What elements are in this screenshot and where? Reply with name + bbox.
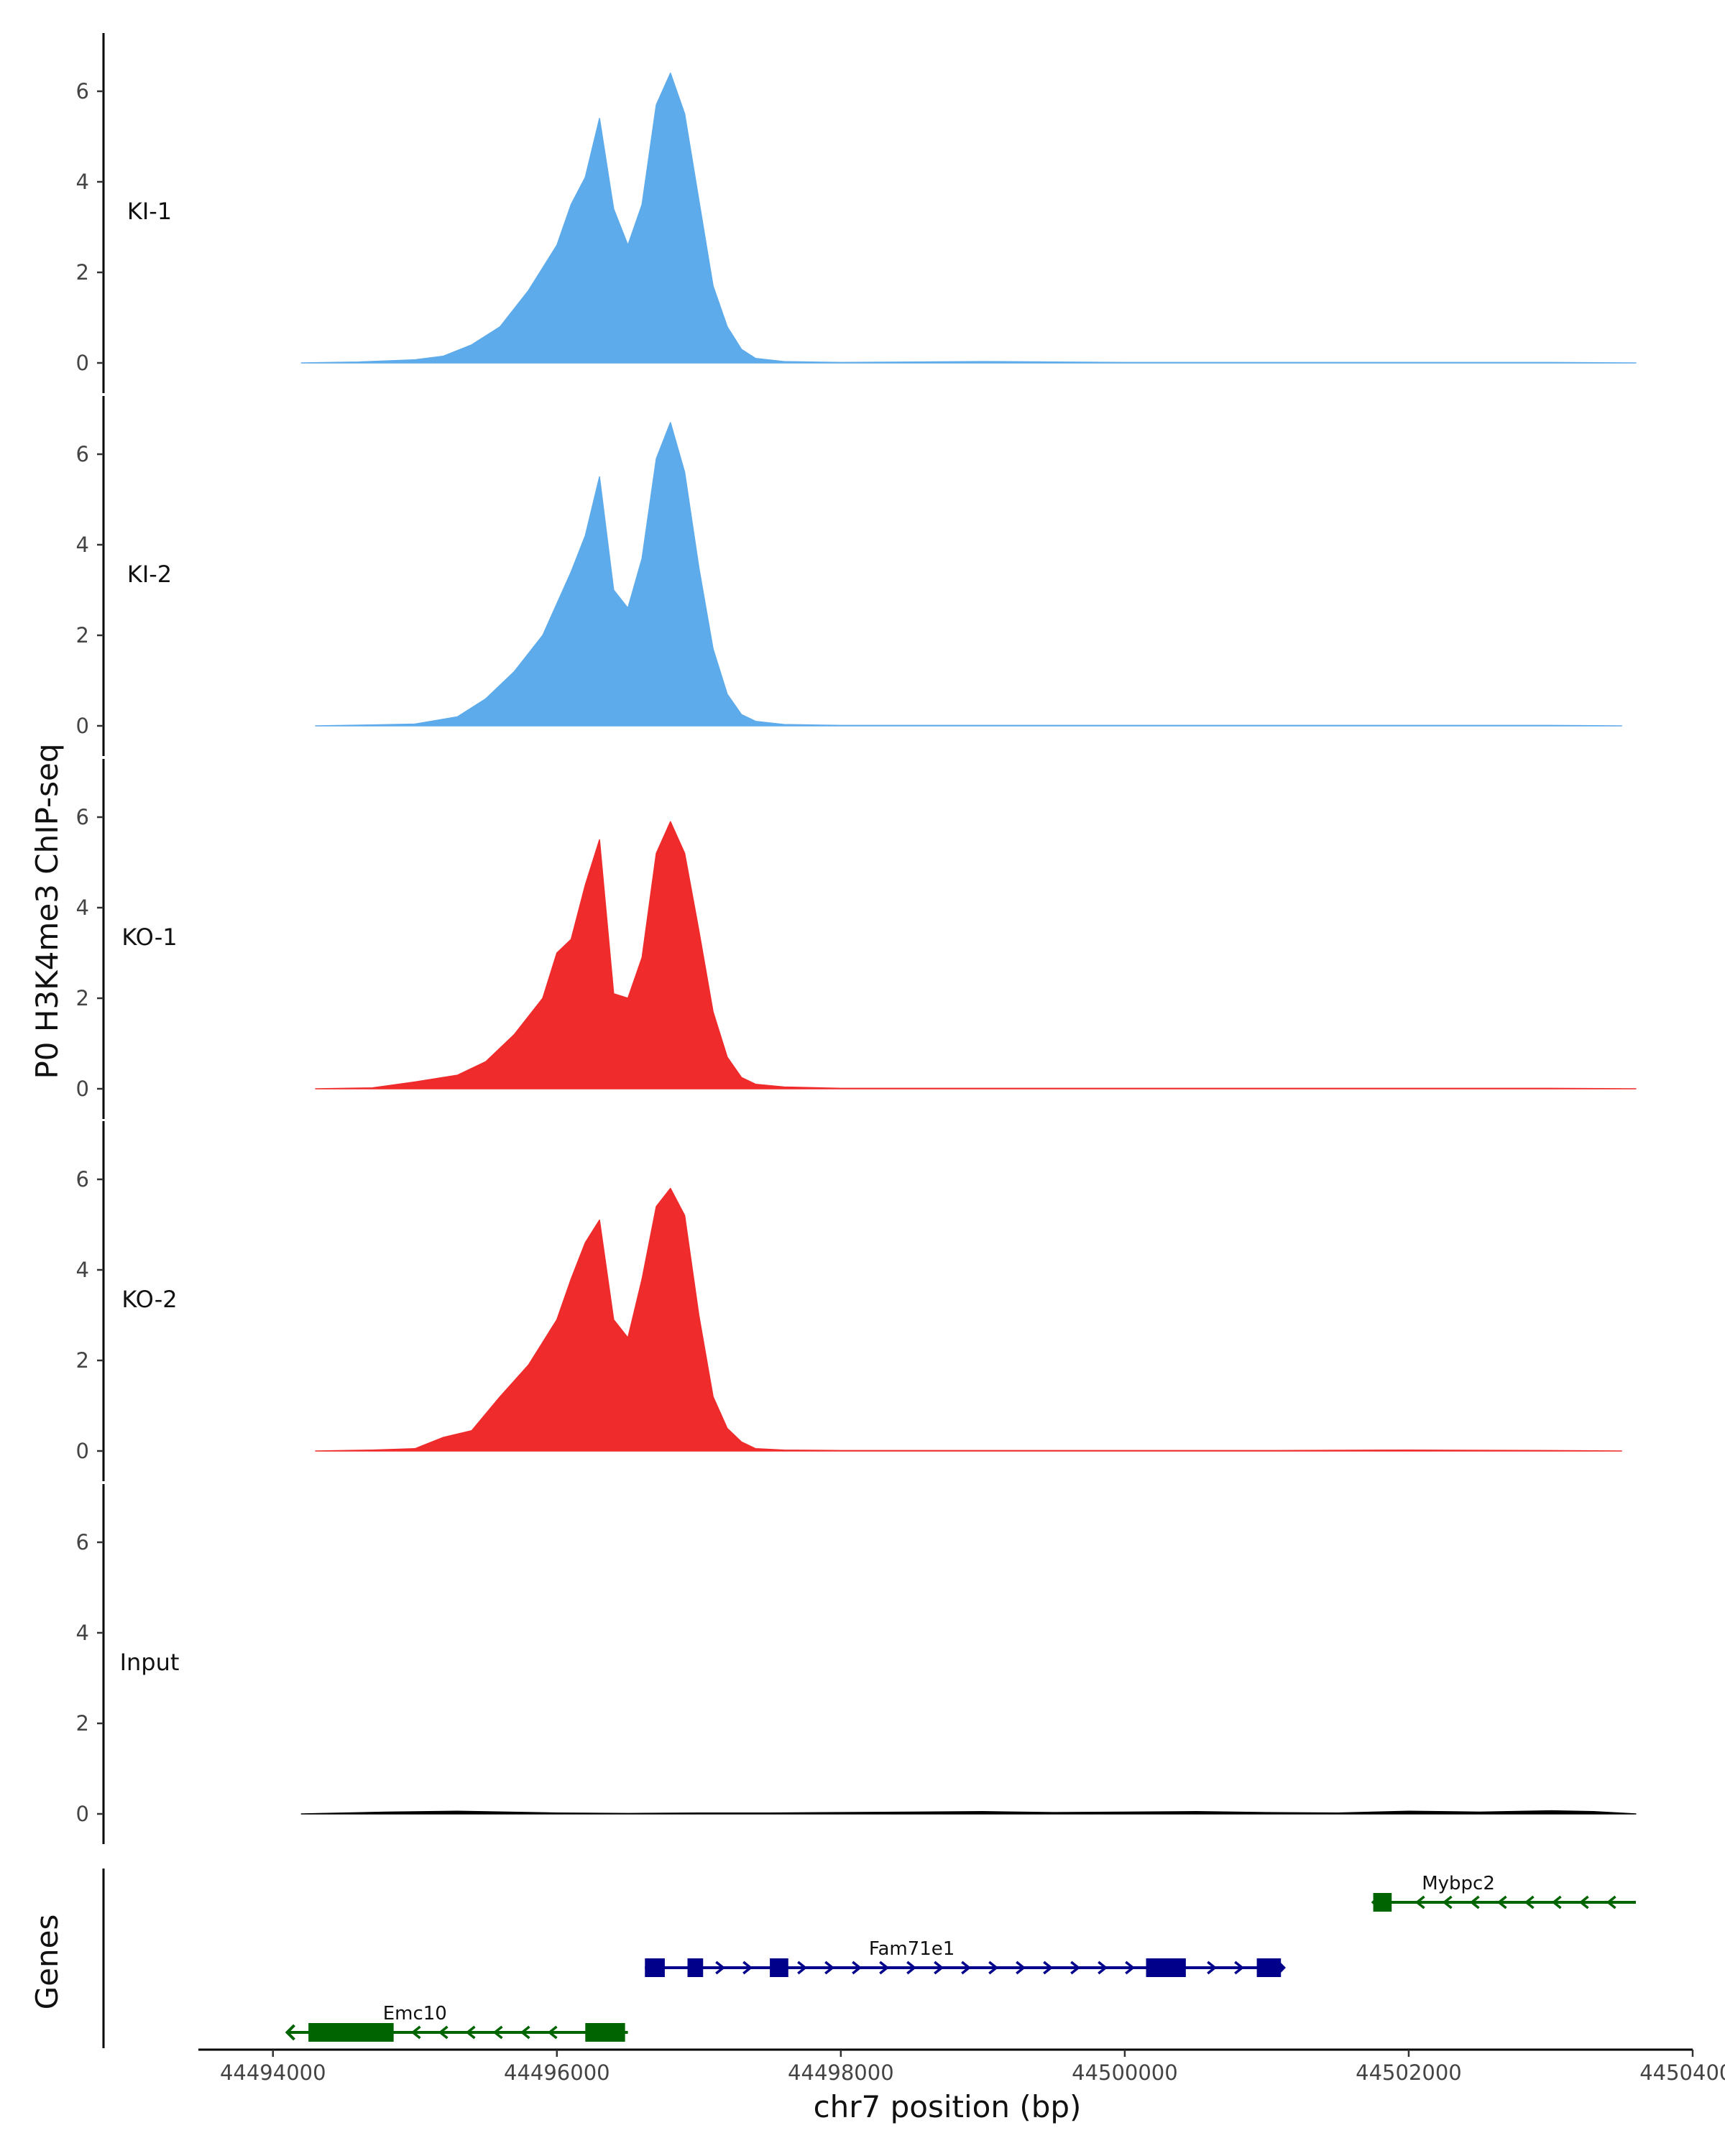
gene-fam71e1-exon — [1256, 1958, 1282, 1977]
x-tick-label: 44496000 — [504, 2060, 610, 2085]
x-tick-label: 44504000 — [1639, 2060, 1725, 2085]
track-label-ko-2: KO-2 — [121, 1286, 177, 1313]
track-ki-2-y-tick-label: 2 — [76, 623, 89, 648]
track-ki-1-y-tick-label: 2 — [76, 260, 89, 285]
track-ko-2-y-tick-label: 2 — [76, 1348, 89, 1373]
track-ki-1-y-tick-label: 0 — [76, 351, 89, 375]
track-ko-2-y-tick-label: 0 — [76, 1439, 89, 1463]
gene-fam71e1-strand-arrow — [1207, 1961, 1218, 1975]
x-axis: 44494000 44496000 44498000 44500000 44502000… — [198, 2048, 1725, 2085]
track-ki-2-y-tick-label: 4 — [76, 533, 89, 557]
track-ki-2-y-tick-label: 0 — [76, 714, 89, 738]
gene-emc10: Emc10 — [285, 2003, 628, 2042]
gene-mybpc2-strand-arrow — [1606, 1895, 1616, 1909]
x-tick-label: 44500000 — [1072, 2060, 1178, 2085]
track-ko-2-y-tick-label: 4 — [76, 1258, 89, 1282]
gene-emc10-strand-arrow — [438, 2025, 448, 2040]
x-tick-label: 44502000 — [1356, 2060, 1462, 2085]
track-ko-1-signal-area — [315, 821, 1637, 1089]
track-ki-1-signal-area — [300, 73, 1637, 364]
x-axis-title: chr7 position (bp) — [814, 2089, 1082, 2124]
track-label-ko-1: KO-1 — [121, 923, 177, 951]
gene-annotation-panel: Mybpc2 Fam71e1 Emc10 — [102, 1869, 1636, 2048]
gene-mybpc2-strand-arrow — [1496, 1895, 1507, 1909]
track-ki-2: 0 2 4 6 KI-2 — [76, 396, 1622, 756]
track-ko-2: 0 2 4 6 KO-2 — [76, 1121, 1622, 1481]
track-ki-1-y-tick-label: 4 — [76, 170, 89, 194]
track-label-input: Input — [120, 1649, 180, 1676]
gene-fam71e1: Fam71e1 — [645, 1938, 1286, 1977]
gene-fam71e1-strand-arrow — [1125, 1961, 1136, 1975]
gene-fam71e1-strand-arrow — [1070, 1961, 1081, 1975]
track-ki-1-y-tick-label: 6 — [76, 79, 89, 103]
gene-emc10-exon — [585, 2023, 625, 2042]
y-axis-title: P0 H3K4me3 ChIP-seq — [29, 743, 65, 1079]
gene-fam71e1-strand-arrow — [797, 1961, 808, 1975]
gene-fam71e1-exon — [770, 1958, 788, 1977]
gene-fam71e1-strand-arrow — [1016, 1961, 1026, 1975]
gene-emc10-strand-arrow — [547, 2025, 558, 2040]
track-ko-1-y-tick-label: 0 — [76, 1077, 89, 1101]
gene-fam71e1-strand-arrow — [934, 1961, 944, 1975]
gene-mybpc2-exon — [1373, 1893, 1392, 1912]
gene-mybpc2-strand-arrow — [1414, 1895, 1425, 1909]
gene-mybpc2-strand-arrow — [1524, 1895, 1535, 1909]
track-ko-2-y-tick-label: 6 — [76, 1167, 89, 1192]
track-ki-2-signal-area — [315, 422, 1622, 727]
track-ki-1: 0 2 4 6 KI-1 — [76, 33, 1637, 393]
gene-emc10-strand-arrow — [492, 2025, 503, 2040]
track-ko-1-y-tick-label: 6 — [76, 805, 89, 829]
gene-fam71e1-strand-arrow — [879, 1961, 890, 1975]
gene-fam71e1-strand-arrow — [824, 1961, 835, 1975]
gene-fam71e1-exon — [687, 1958, 704, 1977]
gene-mybpc2: Mybpc2 — [1371, 1873, 1636, 1912]
gene-fam71e1-strand-arrow — [988, 1961, 999, 1975]
genes-axis-title: Genes — [29, 1915, 65, 2010]
gene-label-fam71e1: Fam71e1 — [869, 1938, 954, 1960]
gene-fam71e1-strand-arrow — [742, 1961, 753, 1975]
gene-label-mybpc2: Mybpc2 — [1422, 1873, 1495, 1894]
track-input-y-tick-label: 2 — [76, 1711, 89, 1736]
track-input-y-tick-label: 6 — [76, 1530, 89, 1554]
track-ki-2-y-tick-label: 6 — [76, 442, 89, 466]
gene-fam71e1-strand-arrow — [852, 1961, 862, 1975]
gene-fam71e1-exon — [1146, 1958, 1186, 1977]
track-ko-1-y-tick-label: 2 — [76, 986, 89, 1010]
track-input: 0 2 4 6 Input — [76, 1484, 1637, 1844]
x-tick-label: 44494000 — [220, 2060, 326, 2085]
gene-fam71e1-strand-arrow — [715, 1961, 726, 1975]
gene-emc10-end-arrow — [285, 2024, 295, 2041]
gene-fam71e1-strand-arrow — [1098, 1961, 1108, 1975]
gene-mybpc2-strand-arrow — [1551, 1895, 1562, 1909]
gene-emc10-strand-arrow — [520, 2025, 530, 2040]
signal-tracks: 0 2 4 6 KI-1 0 2 4 6 KI-2 0 2 4 6 KO-1 0 2 4 6 KO-2 0 2 4 6 Inpu… — [76, 33, 1637, 1844]
gene-emc10-exon — [308, 2023, 394, 2042]
gene-fam71e1-strand-arrow — [1234, 1961, 1245, 1975]
gene-mybpc2-strand-arrow — [1578, 1895, 1589, 1909]
gene-emc10-strand-arrow — [465, 2025, 476, 2040]
gene-mybpc2-strand-arrow — [1469, 1895, 1480, 1909]
gene-mybpc2-strand-arrow — [1442, 1895, 1453, 1909]
gene-fam71e1-exon — [645, 1958, 665, 1977]
track-label-ki-2: KI-2 — [127, 561, 172, 588]
track-ko-1-y-tick-label: 4 — [76, 895, 89, 920]
track-ko-1: 0 2 4 6 KO-1 — [76, 759, 1637, 1119]
track-label-ki-1: KI-1 — [127, 198, 172, 225]
gene-fam71e1-strand-arrow — [906, 1961, 917, 1975]
gene-label-emc10: Emc10 — [383, 2003, 447, 2024]
track-input-signal-area — [300, 1810, 1637, 1815]
track-input-y-tick-label: 0 — [76, 1802, 89, 1826]
gene-fam71e1-strand-arrow — [1043, 1961, 1054, 1975]
x-tick-label: 44498000 — [788, 2060, 894, 2085]
track-ko-2-signal-area — [315, 1187, 1622, 1452]
gene-emc10-strand-arrow — [410, 2025, 421, 2040]
track-input-y-tick-label: 4 — [76, 1621, 89, 1645]
gene-fam71e1-strand-arrow — [961, 1961, 972, 1975]
